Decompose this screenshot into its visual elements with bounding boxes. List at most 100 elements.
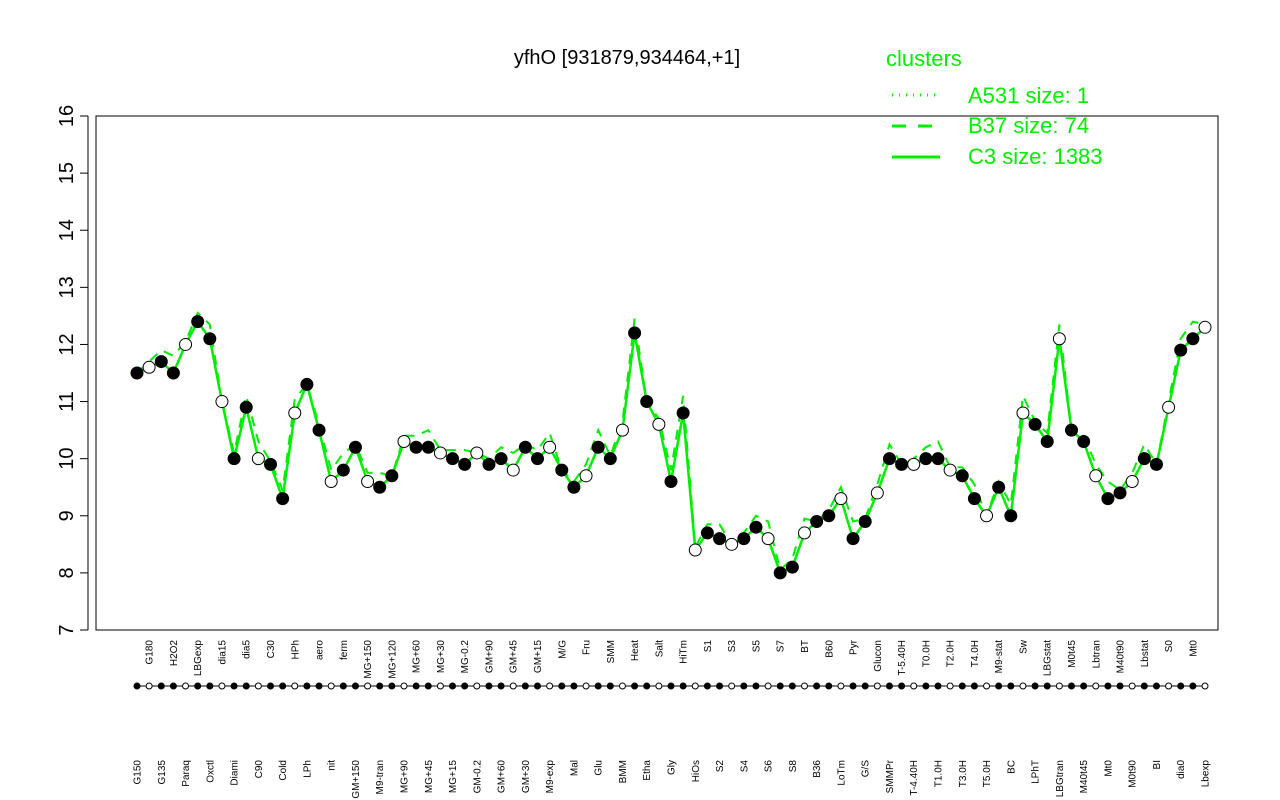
x-tick-mark: [279, 682, 287, 690]
x-tick-mark: [315, 682, 323, 690]
data-point: [955, 469, 969, 483]
x-tick-label: MG+150: [363, 640, 374, 679]
x-tick-label: M40t45: [1079, 760, 1090, 794]
x-tick-label: T2.0H: [946, 640, 957, 667]
legend-label-b37: B37 size: 74: [968, 113, 1089, 138]
x-tick-mark: [995, 682, 1003, 690]
y-tick-label: 7: [56, 624, 78, 635]
data-point: [1137, 452, 1151, 466]
x-tick-mark: [679, 682, 687, 690]
x-tick-mark: [339, 682, 347, 690]
data-point: [361, 475, 375, 489]
x-tick-label: HiOs: [691, 760, 702, 782]
x-tick-mark: [546, 682, 554, 690]
data-point: [251, 452, 265, 466]
x-tick-mark: [643, 682, 651, 690]
x-tick-mark: [473, 682, 481, 690]
y-tick-label: 11: [56, 391, 78, 412]
x-tick-mark: [182, 682, 190, 690]
x-tick-mark: [582, 682, 590, 690]
data-point: [264, 457, 277, 471]
data-point: [1149, 457, 1163, 471]
data-point: [895, 457, 909, 471]
y-tick-label: 15: [56, 162, 78, 184]
data-point: [179, 337, 193, 351]
data-point: [227, 452, 241, 466]
x-tick-label: M9-tran: [375, 760, 386, 794]
x-tick-mark: [1201, 682, 1209, 690]
data-point: [421, 440, 435, 454]
x-tick-mark: [691, 682, 699, 690]
x-tick-label: dia0: [1176, 760, 1187, 779]
x-tick-label: BT: [800, 640, 811, 653]
x-tick-mark: [327, 682, 335, 690]
data-point: [300, 377, 314, 391]
x-tick-label: C30: [266, 640, 277, 659]
x-tick-mark: [449, 682, 457, 690]
data-point: [931, 452, 945, 466]
data-point: [191, 315, 205, 329]
x-tick-mark: [291, 682, 299, 690]
x-tick-label: S0: [1164, 640, 1175, 653]
data-point: [713, 532, 727, 546]
data-point: [1028, 417, 1042, 431]
x-tick-label: MG+90: [400, 760, 411, 794]
data-point: [166, 366, 180, 380]
data-point: [1004, 509, 1018, 523]
data-point: [1065, 423, 1078, 437]
x-tick-label: ferm: [339, 640, 350, 660]
x-tick-label: M0t90: [1128, 760, 1139, 788]
x-tick-mark: [1068, 682, 1075, 690]
y-tick-label: 12: [56, 333, 78, 355]
data-point: [858, 514, 872, 528]
x-tick-mark: [849, 682, 857, 690]
x-tick-label: T-5.40H: [897, 640, 908, 676]
y-tick-label: 8: [56, 567, 78, 578]
data-point: [482, 457, 496, 471]
x-tick-mark: [594, 682, 602, 690]
data-point: [433, 446, 447, 460]
data-point: [397, 435, 411, 449]
chart-title: yfhO [931879,934464,+1]: [514, 47, 740, 69]
data-point: [312, 423, 326, 437]
data-point: [154, 355, 168, 369]
y-axis: 7 8 9 10 11 12 13 14 15 16: [56, 105, 89, 636]
x-tick-label: Sw: [1019, 639, 1030, 654]
x-tick-label: S1: [703, 640, 714, 653]
x-tick-mark: [861, 682, 869, 690]
data-point: [725, 537, 739, 551]
data-point: [761, 532, 775, 546]
x-tick-label: Mt0: [1103, 760, 1114, 777]
x-tick-label: G180: [145, 640, 156, 665]
x-tick-mark: [667, 682, 675, 690]
x-tick-mark: [230, 682, 238, 690]
x-tick-mark: [618, 682, 626, 690]
data-point: [1174, 343, 1188, 357]
data-point: [1052, 332, 1066, 346]
x-tick-mark: [267, 682, 274, 690]
data-point: [992, 480, 1006, 494]
x-tick-label: GM+45: [509, 640, 520, 674]
x-tick-mark: [885, 682, 893, 690]
x-tick-label: LBGtran: [1055, 760, 1066, 797]
x-tick-mark: [703, 682, 711, 690]
data-point: [470, 446, 484, 460]
x-tick-mark: [133, 682, 141, 690]
x-tick-label: LBGstat: [1043, 640, 1054, 676]
data-point: [142, 360, 156, 374]
x-tick-label: G135: [157, 760, 168, 785]
data-point: [324, 475, 338, 489]
data-point: [1125, 475, 1139, 489]
x-tick-mark: [813, 682, 821, 690]
x-tick-label: T4.0H: [970, 640, 981, 667]
x-tick-mark: [910, 682, 918, 690]
data-point: [1186, 332, 1200, 346]
x-tick-label: M9-exp: [545, 760, 556, 794]
x-tick-label: S8: [788, 760, 799, 773]
x-tick-mark: [873, 682, 881, 690]
x-tick-label: M9-stat: [994, 640, 1005, 674]
data-point: [506, 463, 520, 477]
x-tick-label: MG+15: [448, 760, 459, 794]
data-point: [749, 520, 763, 534]
x-tick-label: Mal: [569, 760, 580, 776]
